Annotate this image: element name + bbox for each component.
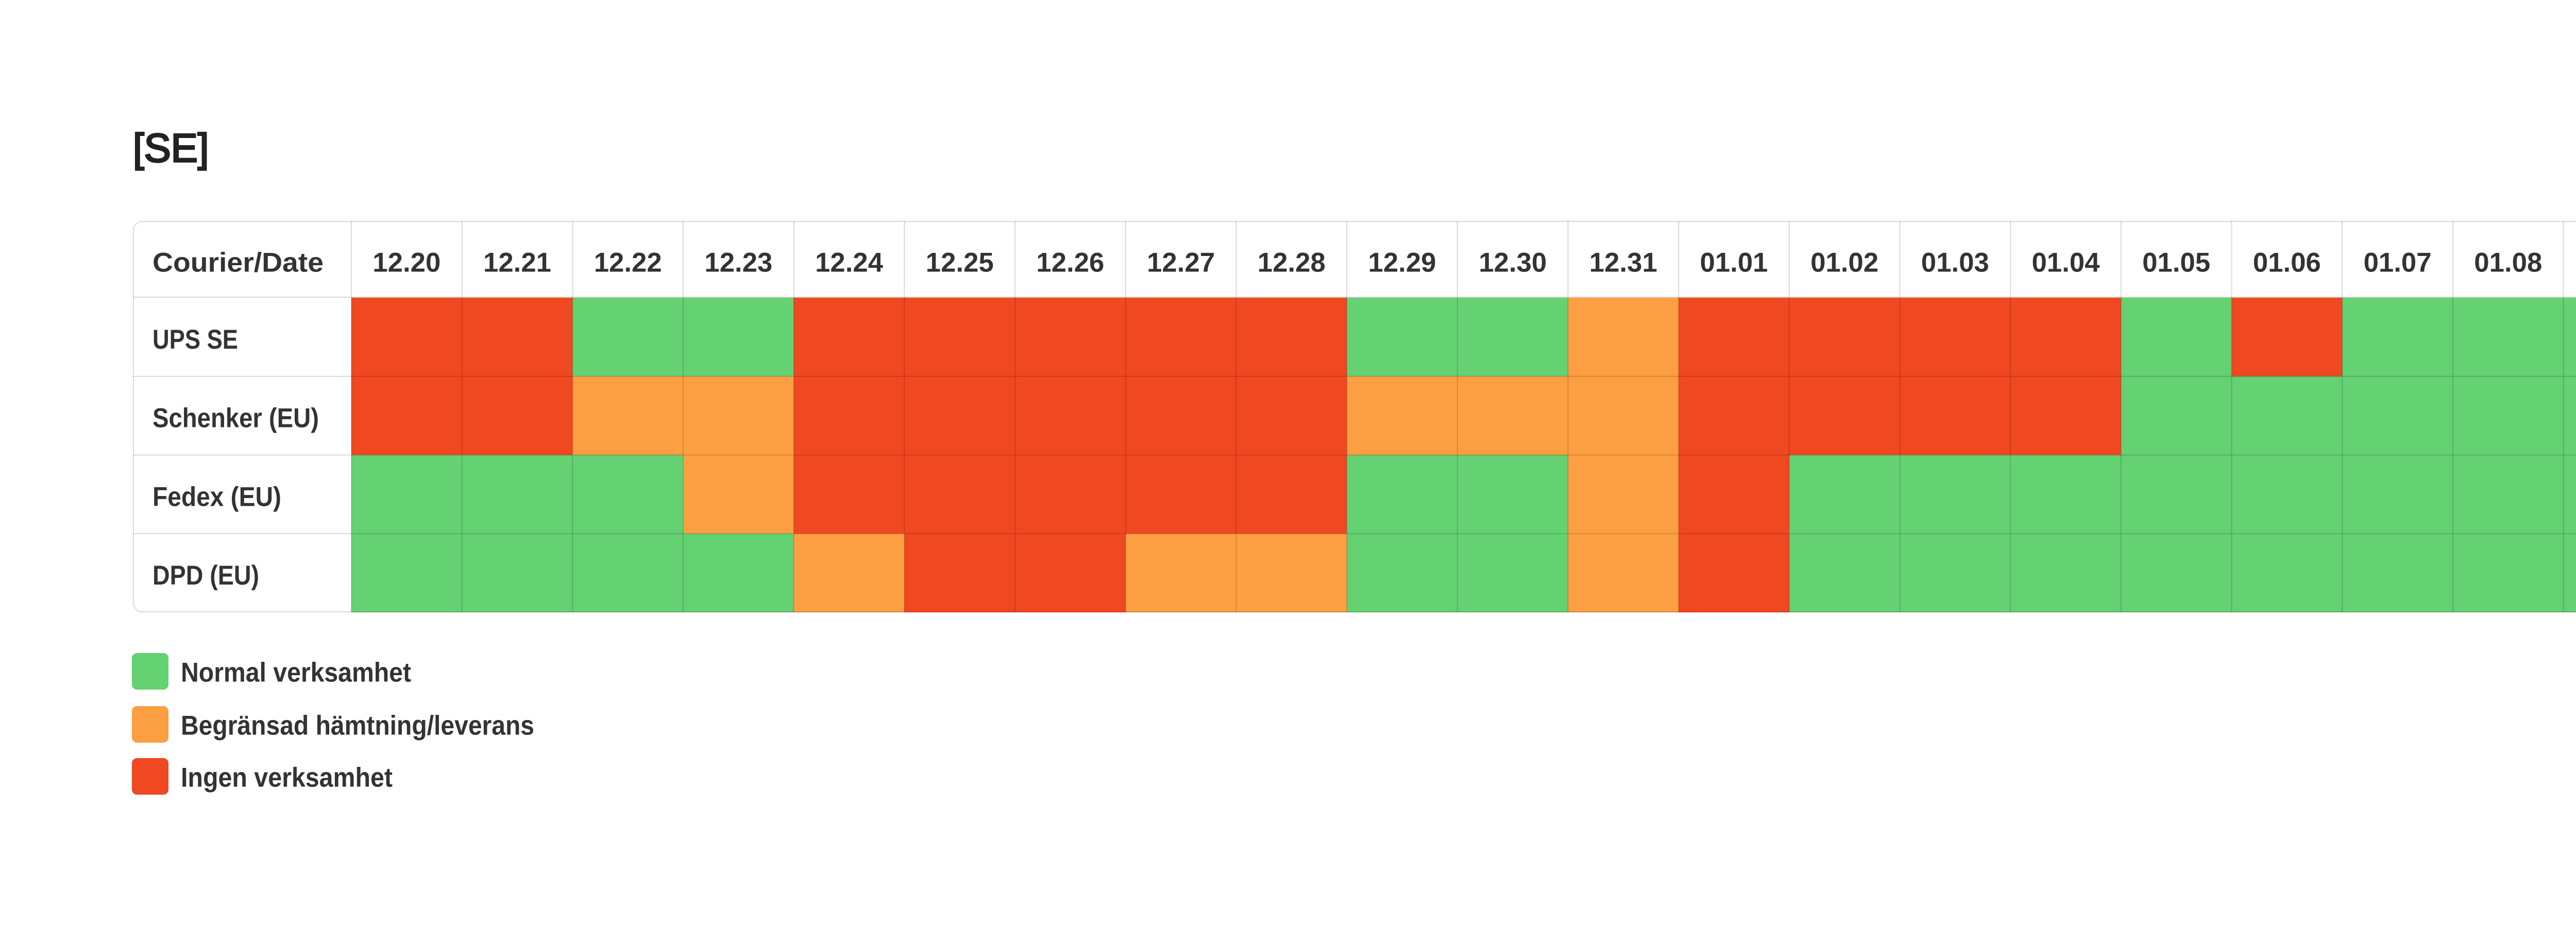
svg-text:01.05: 01.05 <box>2142 248 2210 278</box>
svg-text:12.23: 12.23 <box>704 248 772 278</box>
svg-text:12.27: 12.27 <box>1147 248 1215 278</box>
svg-text:DPD (EU): DPD (EU) <box>152 560 259 591</box>
svg-text:01.03: 01.03 <box>1921 248 1989 278</box>
svg-text:01.01: 01.01 <box>1700 248 1768 278</box>
svg-text:12.21: 12.21 <box>483 248 551 278</box>
svg-text:12.26: 12.26 <box>1036 248 1104 278</box>
svg-text:Courier/Date: Courier/Date <box>152 248 324 278</box>
svg-text:12.30: 12.30 <box>1479 248 1547 278</box>
svg-text:01.08: 01.08 <box>2474 248 2542 278</box>
svg-text:Fedex (EU): Fedex (EU) <box>152 482 281 512</box>
svg-text:Schenker (EU): Schenker (EU) <box>152 403 319 434</box>
svg-text:12.25: 12.25 <box>926 248 994 278</box>
svg-text:12.29: 12.29 <box>1368 248 1436 278</box>
svg-text:12.20: 12.20 <box>372 248 440 278</box>
svg-text:12.24: 12.24 <box>815 248 884 278</box>
svg-text:Normal verksamhet: Normal verksamhet <box>181 658 411 688</box>
svg-text:01.04: 01.04 <box>2032 248 2100 278</box>
svg-text:UPS SE: UPS SE <box>152 324 238 355</box>
svg-text:12.28: 12.28 <box>1258 248 1326 278</box>
svg-text:12.22: 12.22 <box>594 248 662 278</box>
svg-text:01.07: 01.07 <box>2364 248 2432 278</box>
svg-text:01.02: 01.02 <box>1810 248 1878 278</box>
svg-text:Begränsad hämtning/leverans: Begränsad hämtning/leverans <box>181 711 534 741</box>
svg-text:01.06: 01.06 <box>2253 248 2321 278</box>
svg-text:Ingen verksamhet: Ingen verksamhet <box>181 763 393 793</box>
svg-text:12.31: 12.31 <box>1589 248 1657 278</box>
